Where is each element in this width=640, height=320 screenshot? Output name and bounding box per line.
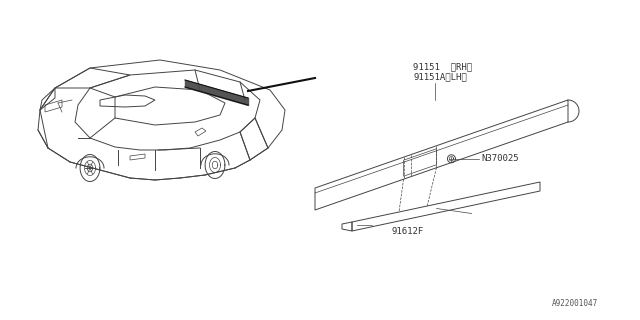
Text: 91151A〈LH〉: 91151A〈LH〉	[413, 72, 467, 81]
Text: N370025: N370025	[481, 154, 519, 163]
Text: 91151  〈RH〉: 91151 〈RH〉	[413, 62, 472, 71]
Text: 91612F: 91612F	[392, 227, 424, 236]
Text: A922001047: A922001047	[552, 299, 598, 308]
